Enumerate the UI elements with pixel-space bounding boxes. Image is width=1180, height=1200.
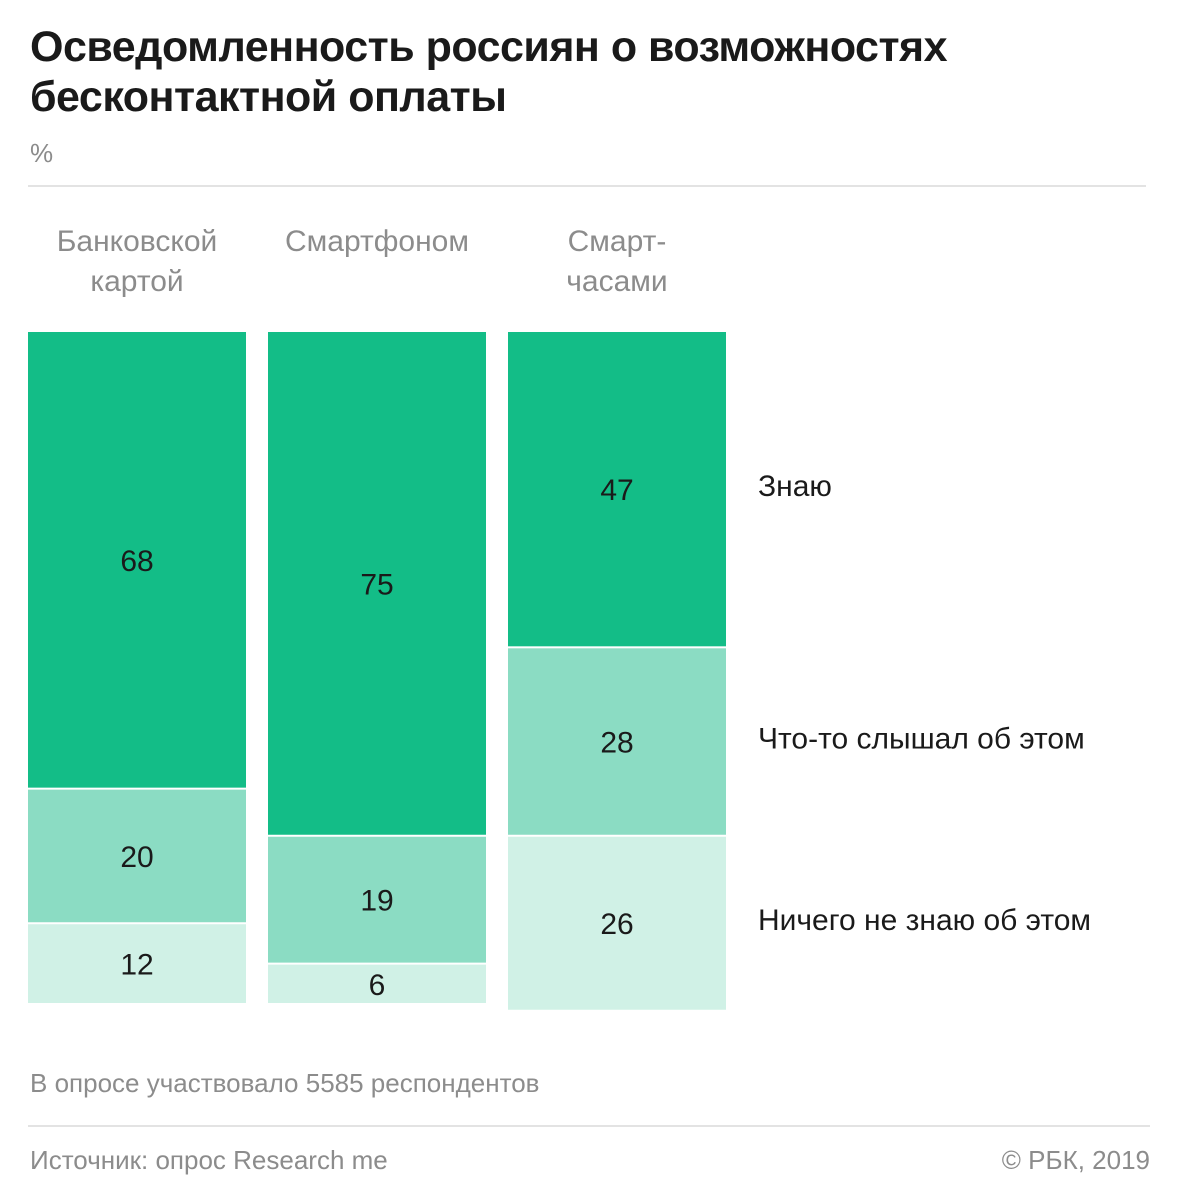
category-label: Смарт-часами	[508, 222, 726, 302]
category-label-line: картой	[90, 265, 184, 298]
respondents-note: В опросе участвовало 5585 респондентов	[30, 1068, 540, 1098]
bar-segment	[508, 648, 726, 835]
bar-segment	[268, 836, 486, 963]
bottom-divider	[28, 1125, 1150, 1127]
data-label: 26	[600, 908, 633, 941]
source-text: Источник: опрос Research me	[30, 1145, 388, 1175]
bar-segment	[28, 789, 246, 923]
bar-segment	[508, 332, 726, 647]
legend-label: Знаю	[758, 470, 832, 503]
legend-label: Что-то слышал об этом	[758, 723, 1085, 756]
copyright-text: © РБК, 2019	[1001, 1145, 1150, 1175]
category-label-line: Смарт-	[567, 225, 667, 258]
bar-segment	[508, 836, 726, 1010]
data-label: 12	[120, 949, 153, 982]
category-label-line: часами	[566, 265, 668, 298]
bar-segment	[28, 924, 246, 1003]
bar-segment	[28, 332, 246, 788]
category-label: Смартфоном	[268, 222, 486, 262]
category-label: Банковской картой	[28, 222, 246, 302]
category-label-line: Банковской	[56, 225, 218, 258]
category-label-line: Смартфоном	[285, 225, 469, 258]
bar-segment	[268, 964, 486, 1003]
top-divider	[28, 185, 1146, 187]
bar-segment	[268, 332, 486, 835]
data-label: 28	[600, 727, 633, 760]
chart-title: Осведомленность россиян о возможностях б…	[30, 23, 948, 121]
data-label: 6	[369, 969, 386, 1002]
data-label: 19	[360, 885, 393, 918]
unit-label: %	[30, 138, 54, 168]
data-label: 75	[360, 568, 393, 601]
data-label: 20	[120, 841, 153, 874]
data-label: 68	[120, 545, 153, 578]
data-label: 47	[600, 474, 633, 507]
legend-label: Ничего не знаю об этом	[758, 904, 1091, 937]
